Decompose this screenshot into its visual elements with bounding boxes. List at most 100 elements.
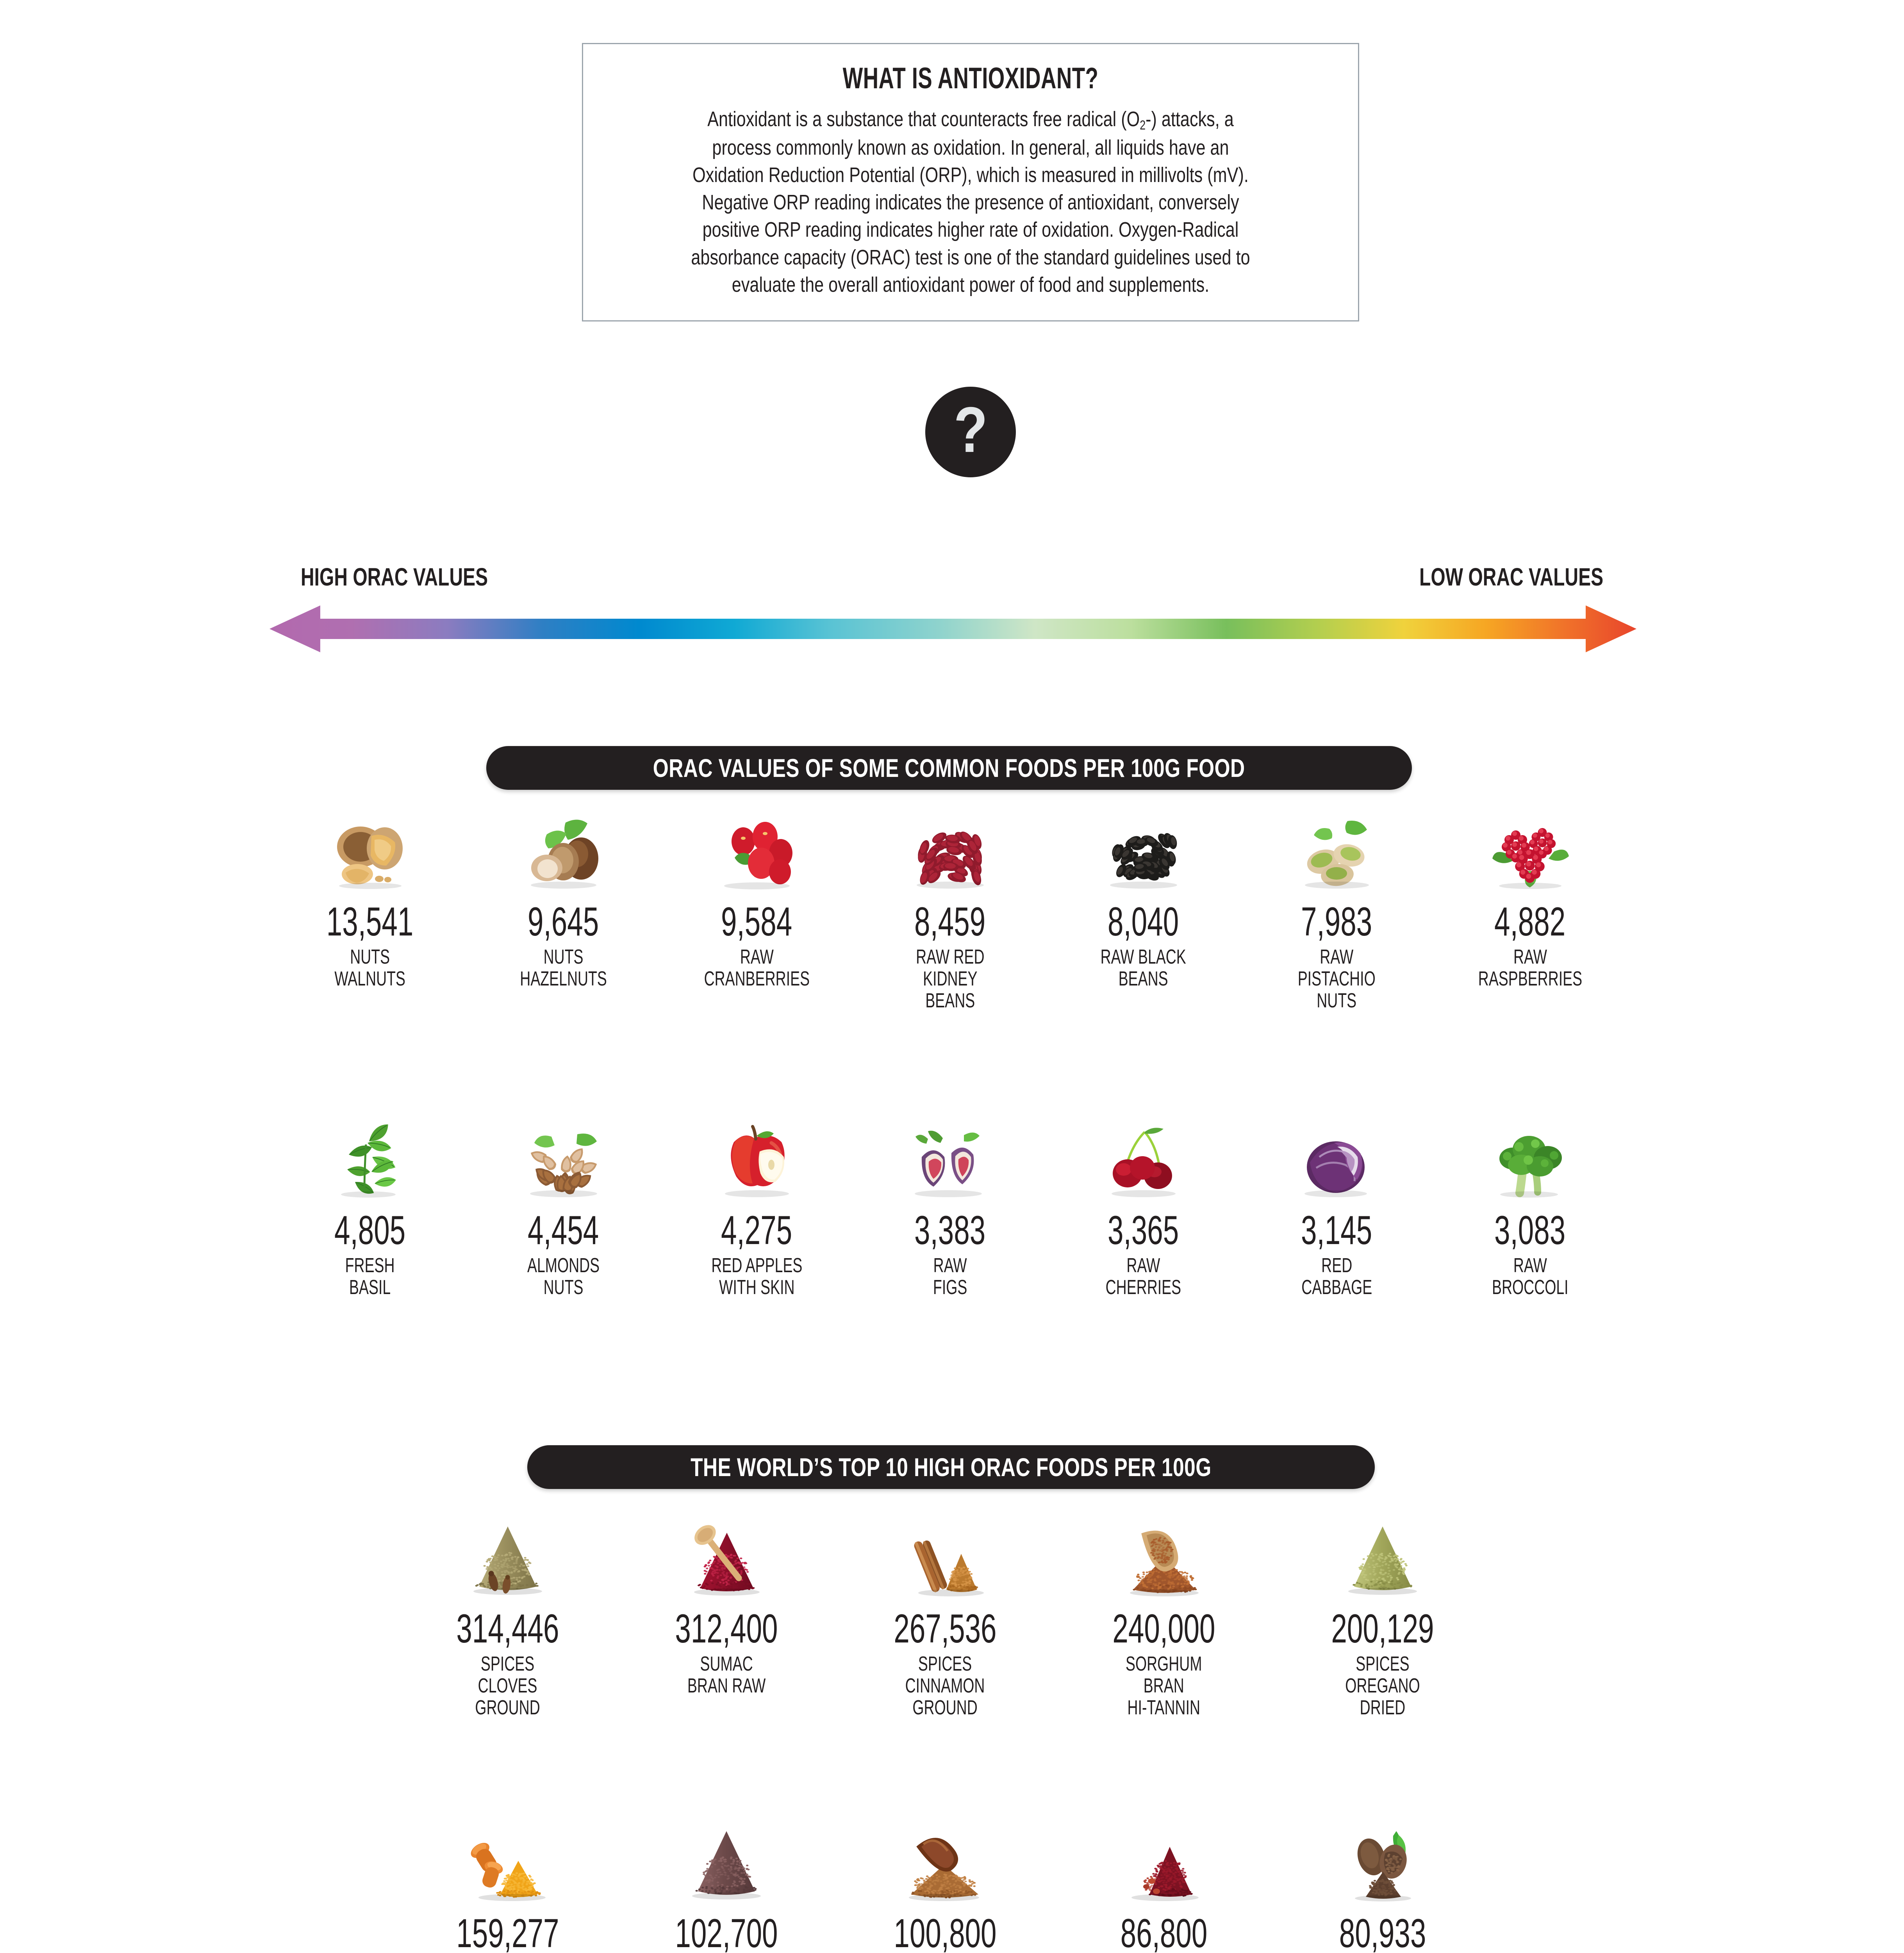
- food-orac-value: 312,400: [675, 1606, 778, 1651]
- food-orac-value: 4,454: [528, 1208, 599, 1253]
- food-label-line: BRAN: [1143, 1675, 1185, 1698]
- hazelnuts-icon: [519, 809, 608, 891]
- intro-box: WHAT IS ANTIOXIDANT? Antioxidant is a su…: [582, 43, 1359, 321]
- food-label-line: GROUND: [475, 1696, 541, 1719]
- food-item: 314,446 SPICES CLOVES GROUND: [398, 1516, 617, 1719]
- food-label-line: SORGHUM: [1126, 1653, 1202, 1675]
- section-header-top10: THE WORLD’S TOP 10 HIGH ORAC FOODS PER 1…: [527, 1445, 1375, 1489]
- food-label-line: RAW: [933, 1254, 967, 1277]
- food-label-line: RAW BLACK: [1100, 946, 1187, 968]
- food-name: RAW CHERRIES: [1106, 1255, 1181, 1298]
- food-label-line: NUTS: [543, 946, 584, 968]
- food-name: SPICES OREGANO DRIED: [1345, 1653, 1420, 1719]
- intro-body: Antioxidant is a substance that countera…: [679, 105, 1262, 298]
- top10-row-2: 159,277 SPICESTURMERICGROUND 102,700 ACA…: [398, 1820, 1492, 1953]
- food-label-line: DRIED: [1360, 1696, 1406, 1719]
- red-apple-icon: [712, 1117, 802, 1199]
- food-label-line: CHERRIES: [1105, 1276, 1181, 1299]
- food-orac-value: 267,536: [894, 1606, 997, 1651]
- food-label-line: HAZELNUTS: [520, 968, 607, 991]
- food-item: 4,275 RED APPLES WITH SKIN: [660, 1117, 853, 1298]
- food-orac-value: 8,459: [914, 899, 986, 944]
- food-item: 4,805 FRESH BASIL: [273, 1117, 467, 1298]
- food-label-line: NUTS: [1317, 989, 1357, 1012]
- common-foods-row-1: 13,541 NUTS WALNUTS 9,645 NUTS HAZELNUTS: [273, 809, 1629, 1012]
- food-label-line: RAW: [1126, 1254, 1160, 1277]
- food-label-line: BASIL: [349, 1276, 391, 1299]
- food-item: 9,584 RAW CRANBERRIES: [660, 809, 853, 1012]
- food-name: SORGHUM BRAN HI-TANNIN: [1126, 1653, 1202, 1719]
- food-item: 4,882 RAW RASPBERRIES: [1433, 809, 1627, 1012]
- kidney-beans-icon: [905, 809, 995, 891]
- food-item: 240,000 SORGHUM BRAN HI-TANNIN: [1055, 1516, 1273, 1719]
- food-orac-value: 80,933: [1339, 1911, 1426, 1953]
- food-item: 100,800 SORGHUMBRANBLACK: [836, 1820, 1055, 1953]
- food-item: 80,933 COCOADRY POWDERUNSWEETENED: [1273, 1820, 1492, 1953]
- food-orac-value: 3,383: [914, 1208, 986, 1253]
- food-item: 3,365 RAW CHERRIES: [1047, 1117, 1240, 1298]
- orac-spectrum: HIGH ORAC VALUES LOW ORAC VALUES: [0, 562, 1904, 664]
- food-label-line: ALMONDS: [527, 1254, 600, 1277]
- food-label-line: RED APPLES: [711, 1254, 803, 1277]
- food-orac-value: 13,541: [327, 899, 414, 944]
- food-label-line: CRANBERRIES: [704, 968, 810, 991]
- food-name: RED APPLES WITH SKIN: [711, 1255, 802, 1298]
- food-orac-value: 3,365: [1108, 1208, 1179, 1253]
- acai-powder-icon: [682, 1820, 771, 1902]
- food-label-line: RAW: [1513, 946, 1547, 968]
- cranberries-icon: [712, 809, 802, 891]
- pistachios-icon: [1292, 809, 1382, 891]
- food-orac-value: 159,277: [456, 1911, 559, 1953]
- food-orac-value: 102,700: [675, 1911, 778, 1953]
- high-orac-label: HIGH ORAC VALUES: [301, 563, 488, 591]
- food-label-line: RED: [1321, 1254, 1353, 1277]
- food-label-line: WALNUTS: [334, 968, 406, 991]
- food-name: RAW BLACK BEANS: [1101, 946, 1186, 990]
- food-label-line: SUMAC: [700, 1653, 753, 1675]
- food-name: SUMAC BRAN RAW: [687, 1653, 766, 1697]
- food-item: 4,454 ALMONDS NUTS: [467, 1117, 660, 1298]
- intro-body-part2: ) attacks, a process commonly known as o…: [691, 107, 1250, 296]
- food-label-line: CINNAMON: [905, 1675, 985, 1698]
- food-label-line: BEANS: [925, 989, 975, 1012]
- food-item: 312,400 SUMAC BRAN RAW: [617, 1516, 836, 1719]
- food-orac-value: 314,446: [456, 1606, 559, 1651]
- food-name: SPICES CLOVES GROUND: [475, 1653, 540, 1719]
- food-label-line: CABBAGE: [1301, 1276, 1372, 1299]
- food-orac-value: 4,882: [1494, 899, 1566, 944]
- food-item: 86,800 SUMACGRAIN RAW: [1055, 1820, 1273, 1953]
- food-label-line: RAW: [740, 946, 774, 968]
- food-label-line: KIDNEY: [923, 968, 978, 991]
- food-orac-value: 7,983: [1301, 899, 1372, 944]
- raspberries-icon: [1485, 809, 1575, 891]
- food-label-line: SPICES: [481, 1653, 535, 1675]
- section-header-common-foods: ORAC VALUES OF SOME COMMON FOODS PER 100…: [486, 746, 1412, 790]
- broccoli-icon: [1485, 1117, 1575, 1199]
- sumac-bran-icon: [682, 1516, 771, 1598]
- almonds-icon: [519, 1117, 608, 1199]
- food-name: RAW BROCCOLI: [1492, 1255, 1569, 1298]
- section-header-top10-label: THE WORLD’S TOP 10 HIGH ORAC FOODS PER 1…: [691, 1453, 1212, 1482]
- food-name: RED CABBAGE: [1301, 1255, 1372, 1298]
- food-item: 8,040 RAW BLACK BEANS: [1047, 809, 1240, 1012]
- section-header-common-foods-label: ORAC VALUES OF SOME COMMON FOODS PER 100…: [653, 753, 1245, 782]
- food-name: RAW RED KIDNEY BEANS: [916, 946, 984, 1012]
- intro-title: WHAT IS ANTIOXIDANT?: [842, 62, 1099, 95]
- food-orac-value: 8,040: [1108, 899, 1179, 944]
- sorghum-black-icon: [900, 1820, 990, 1902]
- turmeric-icon: [463, 1820, 553, 1902]
- food-label-line: RAW: [1513, 1254, 1547, 1277]
- food-orac-value: 200,129: [1331, 1606, 1434, 1651]
- food-label-line: GROUND: [912, 1696, 978, 1719]
- food-name: ALMONDS NUTS: [527, 1255, 600, 1298]
- food-name: SPICES CINNAMON GROUND: [905, 1653, 985, 1719]
- food-orac-value: 9,584: [721, 899, 792, 944]
- food-label-line: RAW RED: [915, 946, 985, 968]
- intro-panel: WHAT IS ANTIOXIDANT? Antioxidant is a su…: [582, 43, 1359, 477]
- food-item: 3,145 RED CABBAGE: [1240, 1117, 1433, 1298]
- top10-row-1: 314,446 SPICES CLOVES GROUND 312,400 SUMAC…: [398, 1516, 1492, 1719]
- food-label-line: FIGS: [933, 1276, 967, 1299]
- question-mark-icon: ?: [953, 393, 988, 466]
- food-label-line: RASPBERRIES: [1478, 968, 1582, 991]
- sorghum-bran-icon: [1119, 1516, 1209, 1598]
